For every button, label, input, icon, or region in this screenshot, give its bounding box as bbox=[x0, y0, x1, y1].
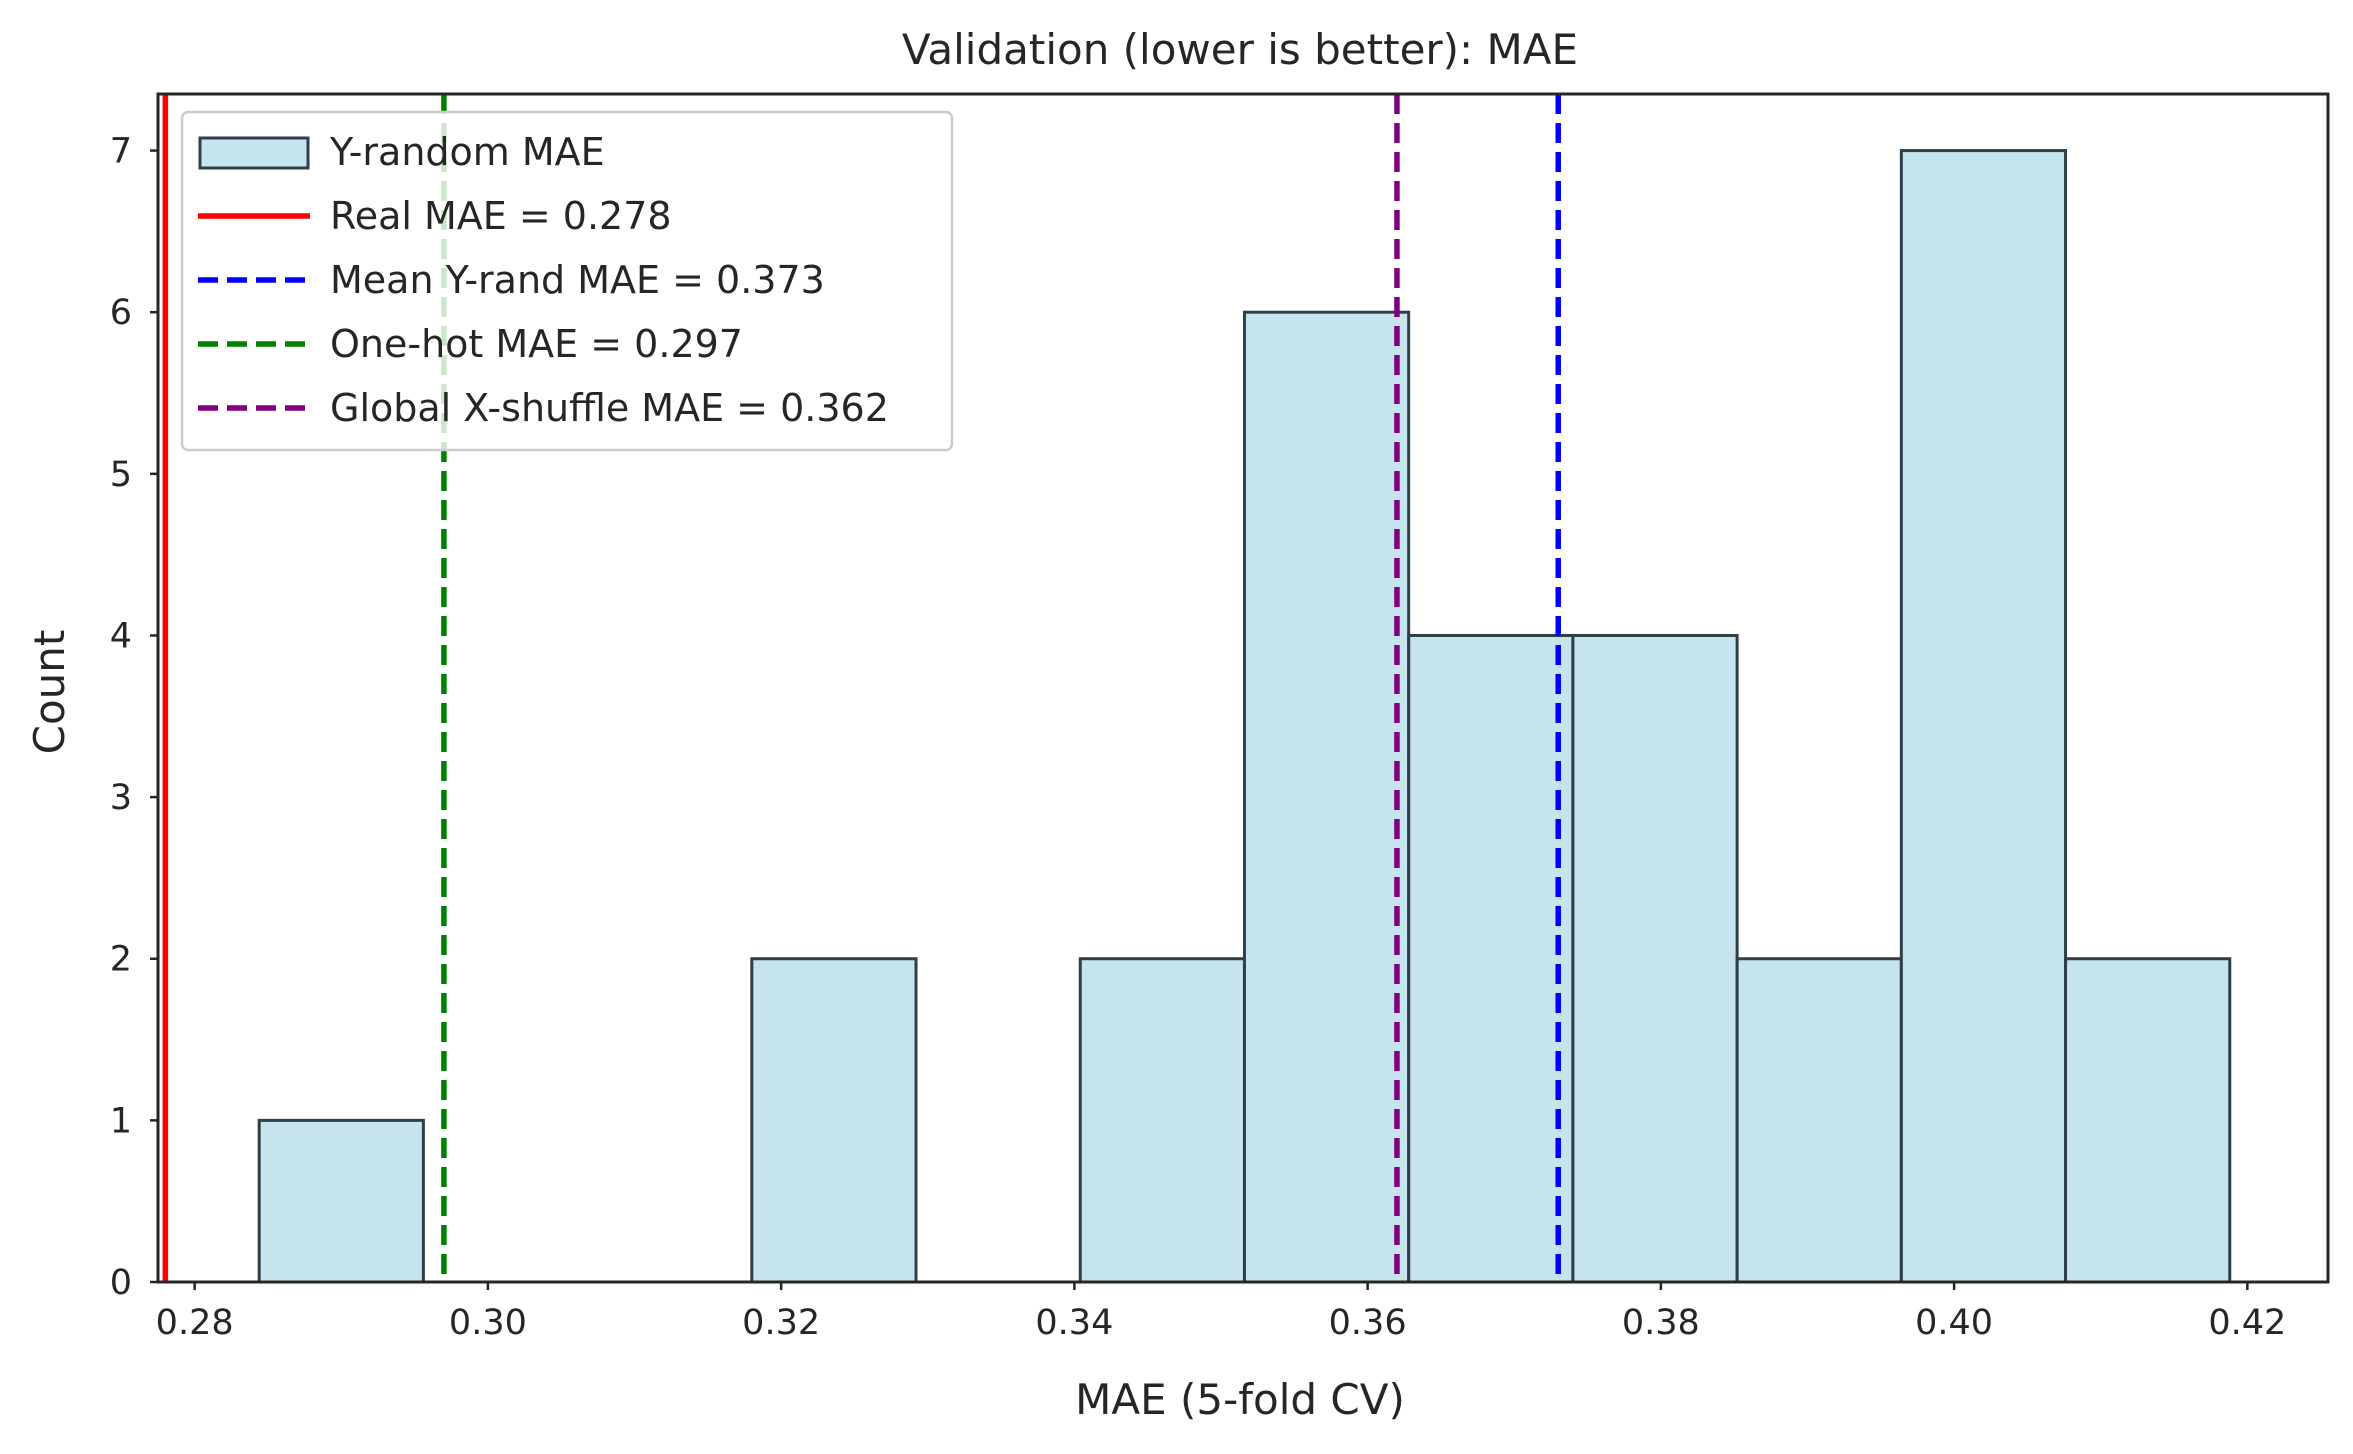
x-tick-label: 0.36 bbox=[1329, 1303, 1407, 1343]
y-tick-label: 1 bbox=[110, 1101, 132, 1141]
y-tick-label: 3 bbox=[110, 778, 132, 818]
y-tick-label: 0 bbox=[110, 1263, 132, 1303]
x-tick-label: 0.40 bbox=[1915, 1303, 1993, 1343]
plot-frame bbox=[156, 92, 2330, 1284]
legend-label: Y-random MAE bbox=[329, 130, 605, 174]
x-tick-label: 0.34 bbox=[1035, 1303, 1113, 1343]
histogram-bar bbox=[1407, 633, 1575, 1284]
x-axis-label: MAE (5-fold CV) bbox=[1075, 1375, 1405, 1424]
legend-label: Mean Y-rand MAE = 0.373 bbox=[330, 258, 825, 302]
reference-lines bbox=[162, 94, 1561, 1282]
legend: Y-random MAE Real MAE = 0.278 Mean Y-rand … bbox=[180, 110, 954, 452]
histogram-bars bbox=[257, 149, 2232, 1284]
legend-label: Global X-shuffle MAE = 0.362 bbox=[330, 386, 889, 430]
y-axis-label: Count bbox=[25, 630, 74, 755]
x-tick-label: 0.42 bbox=[2208, 1303, 2286, 1343]
histogram-bar bbox=[1078, 957, 1246, 1284]
histogram-bar bbox=[257, 1118, 425, 1284]
y-tick-label: 2 bbox=[110, 940, 132, 980]
histogram-bar bbox=[1735, 957, 1903, 1284]
legend-label: One-hot MAE = 0.297 bbox=[330, 322, 743, 366]
chart-title: Validation (lower is better): MAE bbox=[902, 25, 1578, 74]
histogram-bar bbox=[1242, 310, 1411, 1284]
legend-patch bbox=[198, 136, 310, 170]
x-axis-ticks: 0.28 0.30 0.32 0.34 0.36 0.38 0.40 0.42 bbox=[156, 1282, 2286, 1343]
histogram-bar bbox=[1571, 633, 1739, 1284]
legend-box bbox=[180, 110, 954, 452]
x-tick-label: 0.32 bbox=[742, 1303, 820, 1343]
x-tick-label: 0.38 bbox=[1622, 1303, 1700, 1343]
y-tick-label: 6 bbox=[110, 293, 132, 333]
x-tick-label: 0.28 bbox=[156, 1303, 234, 1343]
histogram-bar bbox=[750, 957, 918, 1284]
histogram-bar bbox=[2064, 957, 2232, 1284]
y-tick-label: 5 bbox=[110, 455, 132, 495]
y-axis-ticks: 0 1 2 3 4 5 6 7 bbox=[110, 132, 158, 1303]
y-tick-label: 4 bbox=[110, 616, 132, 656]
x-tick-label: 0.30 bbox=[449, 1303, 527, 1343]
histogram-bar bbox=[1899, 149, 2068, 1284]
y-tick-label: 7 bbox=[110, 132, 132, 172]
legend-label: Real MAE = 0.278 bbox=[330, 194, 672, 238]
